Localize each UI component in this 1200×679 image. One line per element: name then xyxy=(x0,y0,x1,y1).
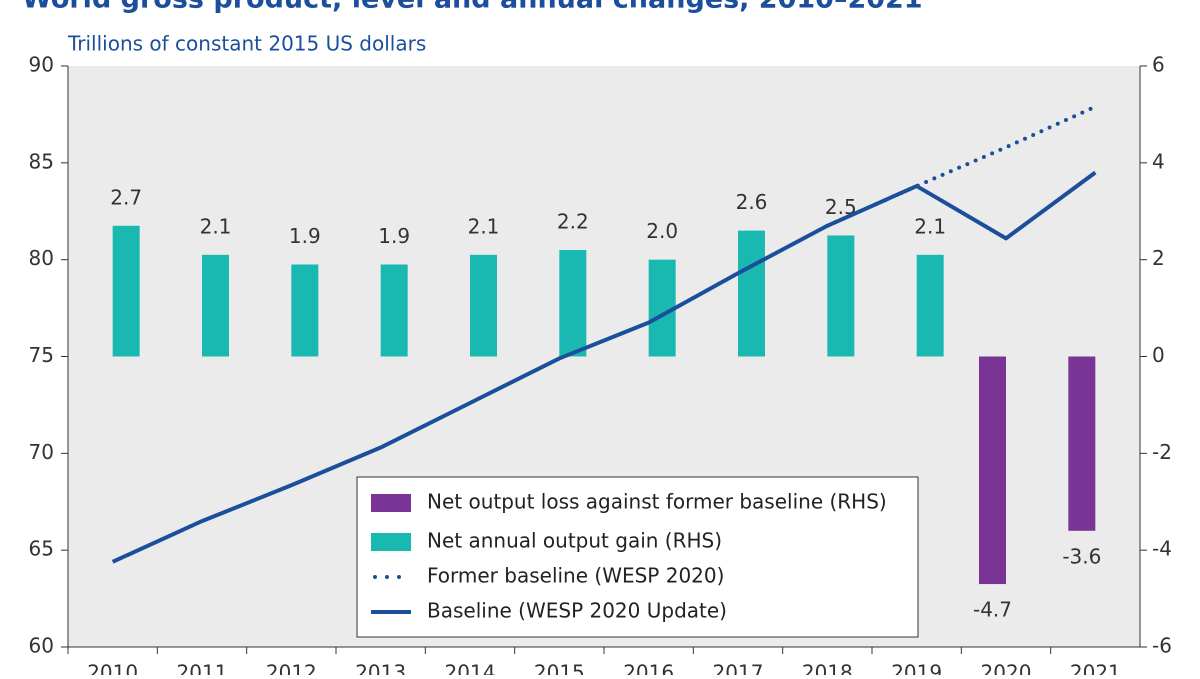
y-tick-label: 65 xyxy=(29,537,54,561)
bar xyxy=(291,264,319,357)
legend-label: Net annual output gain (RHS) xyxy=(427,529,722,553)
y2-tick-label: -4 xyxy=(1152,537,1172,561)
value-label: 1.9 xyxy=(289,224,321,248)
bar xyxy=(112,225,140,357)
legend-label: Baseline (WESP 2020 Update) xyxy=(427,599,727,623)
legend-swatch xyxy=(371,494,411,512)
value-label: 2.1 xyxy=(914,214,946,238)
x-tick-label: 2017 xyxy=(713,661,764,676)
legend-label: Former baseline (WESP 2020) xyxy=(427,564,724,588)
x-tick-label: 2012 xyxy=(266,661,317,676)
y-tick-label: 90 xyxy=(29,53,54,77)
value-label: 1.9 xyxy=(378,224,410,248)
y2-tick-label: -2 xyxy=(1152,440,1172,464)
value-label: 2.6 xyxy=(736,190,768,214)
line-series xyxy=(825,104,1098,228)
y2-tick-label: 2 xyxy=(1152,246,1165,270)
x-tick-label: 2018 xyxy=(802,661,853,676)
chart-subtitle: Trillions of constant 2015 US dollars xyxy=(67,32,426,56)
x-tick-label: 2016 xyxy=(623,661,674,676)
value-label: 2.1 xyxy=(468,214,500,238)
x-tick-label: 2013 xyxy=(355,661,406,676)
legend-box xyxy=(356,476,919,638)
value-label: 2.2 xyxy=(557,209,589,233)
bar xyxy=(827,235,855,357)
value-label: 2.7 xyxy=(110,185,142,209)
legend-swatch xyxy=(371,533,411,551)
y2-tick-label: -6 xyxy=(1152,634,1172,658)
x-tick-label: 2019 xyxy=(891,661,942,676)
bar xyxy=(380,264,408,357)
value-label: -4.7 xyxy=(973,598,1012,622)
bar xyxy=(916,254,944,357)
x-tick-label: 2015 xyxy=(534,661,585,676)
bar xyxy=(1068,356,1096,531)
value-label: -3.6 xyxy=(1062,544,1101,568)
y-tick-label: 70 xyxy=(29,440,54,464)
bar xyxy=(202,254,229,357)
value-label: 2.1 xyxy=(200,214,232,238)
y-tick-label: 75 xyxy=(29,343,54,367)
y-tick-label: 60 xyxy=(29,634,54,658)
bar xyxy=(470,254,497,357)
line-series xyxy=(111,170,1097,564)
x-tick-label: 2014 xyxy=(445,661,496,676)
x-tick-label: 2021 xyxy=(1070,661,1121,676)
y2-tick-label: 4 xyxy=(1152,149,1165,173)
bar xyxy=(738,230,765,357)
x-tick-label: 2010 xyxy=(87,661,138,676)
bar xyxy=(559,249,587,357)
chart-title: World gross product, level and annual ch… xyxy=(22,0,923,15)
y-tick-label: 85 xyxy=(29,149,54,173)
bar xyxy=(979,356,1006,585)
y2-tick-label: 0 xyxy=(1152,343,1165,367)
x-tick-label: 2011 xyxy=(177,661,228,676)
value-label: 2.0 xyxy=(646,219,678,243)
y2-tick-label: 6 xyxy=(1152,53,1165,77)
y-tick-label: 80 xyxy=(29,246,54,270)
legend-label: Net output loss against former baseline … xyxy=(427,490,887,514)
x-tick-label: 2020 xyxy=(981,661,1032,676)
